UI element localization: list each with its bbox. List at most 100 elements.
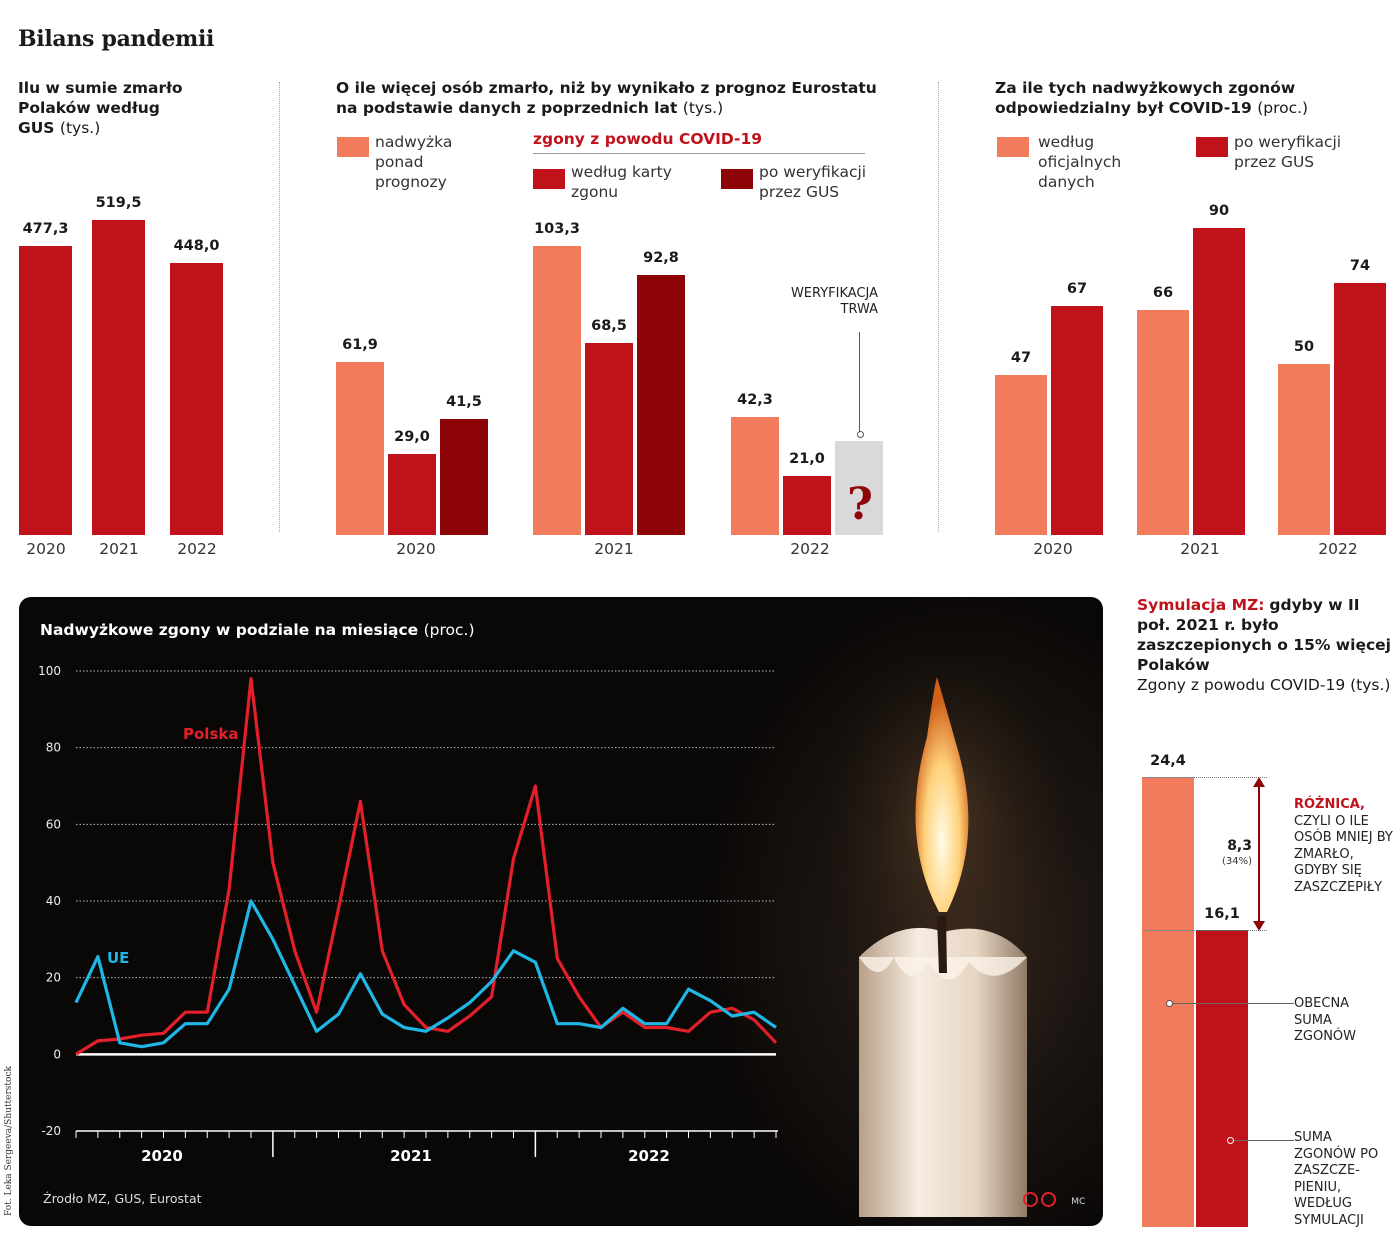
bar-share-2021-s1-label: 90: [1208, 203, 1230, 219]
x-label-2021: 2021: [1180, 540, 1220, 558]
simulation-title: Symulacja MZ: gdyby w II poł. 2021 r. by…: [1137, 595, 1397, 695]
y-tick-80: 80: [46, 741, 61, 755]
x-label-2020: 2020: [396, 540, 436, 558]
bar-share-2022-s0-label: 50: [1293, 339, 1315, 356]
bar-excess-2022-s1: [783, 476, 831, 535]
bar-excess-2020-s2: [440, 418, 488, 535]
series-label-ue: UE: [107, 949, 129, 967]
y-tick-60: 60: [46, 817, 61, 831]
x-label-2021: 2021: [594, 540, 634, 558]
legend-swatch-gus: [721, 169, 753, 189]
bar-share-2021-s0-label: 66: [1152, 284, 1174, 301]
simulation-subtitle: Zgony z powodu COVID-19 (tys.): [1137, 676, 1391, 694]
panel3-title-unit: (proc.): [1257, 99, 1309, 117]
bar-excess-2022-s1-label: 21,0: [789, 451, 825, 468]
legend-official: według oficjalnych danych: [1038, 133, 1122, 191]
logo-ring-1: [1023, 1192, 1038, 1207]
bar-share-2020-s1: [1051, 306, 1103, 535]
bar-share-2021-s0: [1137, 309, 1189, 535]
pending-question-mark: ?: [847, 479, 873, 530]
difference-percent: (34%): [1221, 856, 1252, 867]
bar-total-2020: [19, 245, 72, 535]
difference-arrow: [1253, 777, 1265, 931]
bar-excess-2021-s0-label: 103,3: [534, 221, 580, 237]
source-note: Źrodło MZ, GUS, Eurostat: [43, 1191, 202, 1206]
legend-gus: po weryfikacji przez GUS: [759, 163, 867, 201]
legend-gus-2: po weryfikacji przez GUS: [1234, 133, 1342, 171]
panel2-title-unit: (tys.): [682, 99, 724, 117]
x-label-2022: 2022: [790, 540, 830, 558]
bar-share-2022-s1-label: 74: [1349, 257, 1371, 274]
bar-pending-verification: [835, 441, 883, 535]
simulated-sum-caption: SUMA ZGONÓW PO ZASZCZE-PIENIU, WEDŁUG SY…: [1294, 1130, 1379, 1228]
divider-1: [279, 82, 280, 532]
bar-share-2022-s0: [1278, 364, 1330, 535]
legend-card: według karty zgonu: [571, 163, 672, 201]
bar-excess-2022-s0: [731, 416, 779, 535]
x-label-2020: 2020: [26, 540, 66, 558]
bar-excess-2021-s2: [637, 275, 685, 535]
bar-excess-2021-s1: [585, 343, 633, 535]
bar-total-2022-label: 448,0: [173, 238, 220, 255]
y-tick-20: 20: [46, 971, 61, 985]
bar-excess-2020-s1: [388, 453, 436, 535]
monthly-excess-panel: Nadwyżkowe zgony w podziale na miesiące …: [19, 597, 1103, 1226]
y-tick--20: -20: [41, 1124, 61, 1138]
simulation-lead: Symulacja MZ:: [1137, 596, 1265, 614]
pending-leader-line: [859, 332, 860, 433]
bar-excess-2021-s0: [533, 246, 581, 535]
series-line-polska: [75, 677, 778, 1056]
sim-leader-line: [1230, 1140, 1294, 1141]
bar-share-2021-s1: [1193, 228, 1245, 535]
panel2-title-text: O ile więcej osób zmarło, niż by wynikał…: [336, 79, 877, 117]
panel3-title-text: Za ile tych nadwyżkowych zgonów odpowied…: [995, 79, 1296, 117]
bar-sim-1: [1196, 930, 1248, 1227]
y-tick-100: 100: [38, 664, 61, 678]
x-label-2022: 2022: [177, 540, 217, 558]
difference-caption-red: RÓŻNICA,: [1294, 797, 1365, 812]
bar-total-2022: [170, 263, 223, 535]
legend-swatch-card: [533, 169, 565, 189]
sim-leader-dot: [1227, 1137, 1234, 1144]
legend-covid-header: zgony z powodu COVID-19: [533, 130, 763, 148]
panel1-title: Ilu w sumie zmarło Polaków według GUS (t…: [18, 78, 188, 138]
legend-excess: nadwyżka ponad prognozy: [375, 133, 453, 191]
x-group-label-2021: 2021: [390, 1147, 432, 1165]
x-label-2021: 2021: [99, 540, 139, 558]
panel1-title-unit: (tys.): [59, 119, 101, 137]
legend-swatch-excess: [337, 137, 369, 157]
monthly-excess-line-chart: 100 80 60 40 20 0 -20 2020 2021 2022 Polska UE: [38, 664, 778, 1165]
current-leader-dot: [1166, 1000, 1173, 1007]
line-chart-title-text: Nadwyżkowe zgony w podziale na miesiące: [40, 621, 419, 639]
x-group-label-2022: 2022: [628, 1147, 670, 1165]
bar-total-2021: [92, 220, 145, 535]
candle-photo: [794, 657, 1094, 1217]
panel2-title: O ile więcej osób zmarło, niż by wynikał…: [336, 78, 896, 118]
line-chart-title: Nadwyżkowe zgony w podziale na miesiące …: [40, 621, 475, 639]
publisher-logo: MC: [1023, 1192, 1085, 1211]
bar-share-2022-s1: [1334, 282, 1386, 535]
bar-excess-2020-s0-label: 61,9: [342, 336, 378, 353]
x-group-label-2020: 2020: [141, 1147, 183, 1165]
panel1-title-text: Ilu w sumie zmarło Polaków według GUS: [18, 79, 183, 137]
bar-share-2020-s1-label: 67: [1066, 281, 1088, 298]
sim-top-line: [1143, 777, 1267, 778]
pending-label: WERYFIKACJA TRWA: [790, 286, 878, 317]
divider-2: [938, 82, 939, 532]
legend-covid-rule: [533, 153, 865, 154]
series-label-polska: Polska: [183, 725, 238, 743]
current-leader-line: [1169, 1003, 1294, 1004]
bar-excess-2021-s1-label: 68,5: [591, 318, 627, 335]
photo-credit: Fot. Leka Sergeeva/Shutterstock: [4, 1066, 14, 1216]
simulation-headline: gdyby w II poł. 2021 r. było zaszczepion…: [1137, 596, 1391, 674]
page-title: Bilans pandemii: [18, 26, 215, 52]
bar-sim-0-label: 24,4: [1150, 753, 1186, 769]
difference-caption: RÓŻNICA, CZYLI O ILE OSÓB MNIEJ BY ZMARŁ…: [1294, 797, 1398, 896]
difference-caption-text: CZYLI O ILE OSÓB MNIEJ BY ZMARŁO, GDYBY …: [1294, 813, 1393, 895]
current-sum-caption: OBECNA SUMA ZGONÓW: [1294, 996, 1357, 1044]
line-chart-title-unit: (proc.): [423, 621, 475, 639]
bar-excess-2020-s0: [336, 361, 384, 535]
bar-share-2020-s0-label: 47: [1010, 349, 1032, 366]
bar-excess-2021-s2-label: 92,8: [643, 250, 679, 267]
bar-sim-1-label: 16,1: [1204, 906, 1240, 923]
